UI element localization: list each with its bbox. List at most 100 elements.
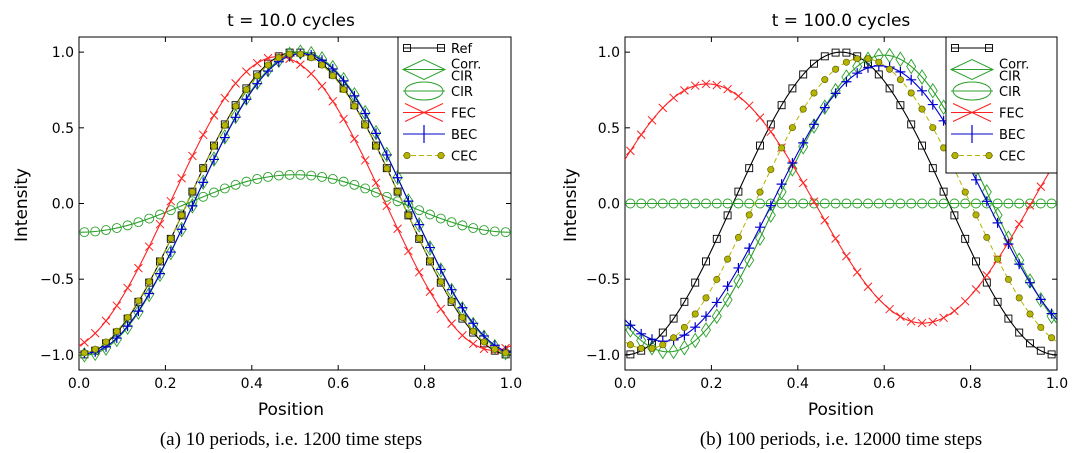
data-point [636, 328, 647, 339]
data-point [133, 304, 144, 321]
data-point [381, 146, 392, 163]
series-line [79, 56, 511, 351]
legend-marker [404, 81, 444, 101]
data-point [350, 102, 358, 110]
data-point [295, 169, 306, 180]
y-tick-label: 1.0 [52, 45, 74, 61]
data-point [111, 223, 122, 233]
data-point [360, 155, 370, 165]
data-point [646, 339, 658, 356]
legend-box [945, 36, 1058, 174]
data-point [436, 304, 446, 314]
data-point [176, 221, 187, 238]
data-point [733, 273, 744, 289]
data-point [810, 89, 818, 97]
data-point [939, 187, 948, 196]
data-point [242, 67, 251, 77]
data-point [971, 174, 981, 185]
data-point [448, 297, 456, 305]
data-point [1037, 323, 1045, 331]
data-point [701, 198, 711, 209]
data-point [230, 108, 241, 125]
data-point [392, 172, 403, 183]
data-point [886, 65, 894, 73]
legend-marker [985, 152, 993, 160]
data-point [468, 339, 478, 349]
data-point [960, 296, 970, 306]
data-point [370, 124, 382, 141]
data-point [1026, 310, 1034, 318]
data-point [657, 343, 668, 360]
data-point [668, 343, 679, 360]
data-point [338, 75, 349, 86]
data-point [167, 234, 175, 242]
data-point [819, 99, 830, 115]
data-point [916, 69, 928, 85]
data-point [435, 213, 446, 224]
chart-title: t = 100.0 cycles [772, 11, 911, 31]
data-point [927, 198, 938, 209]
data-point [992, 217, 1003, 228]
data-point [808, 118, 820, 134]
data-point [637, 344, 645, 352]
legend-item: FEC [403, 103, 476, 122]
data-point [972, 211, 980, 219]
data-point [133, 306, 144, 317]
chart-title: t = 10.0 cycles [227, 11, 355, 31]
data-point [983, 233, 991, 241]
data-point [724, 255, 732, 263]
legend-marker [403, 44, 411, 52]
data-point [896, 76, 904, 84]
legend-marker [401, 58, 447, 81]
data-point [122, 321, 133, 332]
data-point [435, 262, 446, 278]
figure-caption: (b) 100 periods, i.e. 12000 time steps [700, 429, 982, 450]
data-point [166, 196, 176, 206]
data-point [1014, 259, 1025, 270]
legend-item: Corr.CIR [401, 58, 481, 85]
data-point [755, 113, 765, 122]
data-point [809, 198, 819, 209]
data-point [425, 242, 435, 253]
data-point [798, 137, 809, 148]
data-point [657, 198, 668, 209]
data-point [133, 217, 144, 228]
data-point [765, 200, 776, 211]
data-point [906, 74, 917, 85]
data-point [830, 198, 841, 209]
data-point [80, 338, 89, 347]
data-point [178, 211, 186, 219]
data-point [670, 334, 678, 342]
legend-marker [951, 44, 959, 52]
data-point [841, 198, 852, 209]
data-point [1025, 277, 1035, 288]
data-point [767, 166, 775, 174]
data-point [819, 198, 830, 209]
x-tick-label: 0.2 [154, 376, 176, 392]
data-point [489, 338, 500, 355]
data-point [636, 198, 647, 209]
data-point [679, 198, 690, 209]
data-point [734, 187, 743, 196]
figure-caption: (a) 10 periods, i.e. 1200 time steps [160, 429, 422, 450]
legend-marker [403, 152, 411, 160]
legend-item [951, 44, 993, 52]
data-point [713, 275, 721, 283]
data-point [404, 211, 412, 219]
data-point [187, 200, 198, 211]
data-point [754, 230, 766, 246]
data-point [832, 65, 840, 73]
data-point [787, 157, 798, 168]
data-point [124, 313, 132, 321]
data-point [755, 198, 765, 209]
data-point [842, 58, 850, 66]
data-point [744, 252, 755, 269]
data-point [669, 314, 678, 323]
data-point [711, 297, 722, 308]
data-point [819, 102, 830, 113]
data-point [690, 322, 701, 333]
data-point [113, 327, 121, 335]
data-point [198, 174, 209, 191]
data-point [437, 278, 445, 286]
